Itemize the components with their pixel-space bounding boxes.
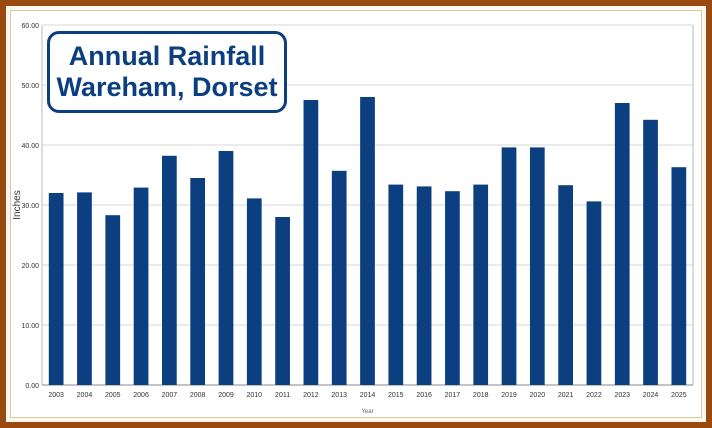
bar-2015 [388,184,404,385]
bar-2005 [105,215,121,385]
y-tick-label: 50.00 [21,83,39,90]
x-tick-label: 2014 [360,392,376,399]
x-tick-labels: 2003 2004 2005 2006 2007 2008 2009 2010 2011 2012… [48,392,686,399]
x-tick-label: 2021 [558,392,574,399]
bar-2003 [48,193,64,385]
x-tick-label: 2007 [162,392,178,399]
bar-2022 [586,201,602,385]
x-tick-label: 2016 [416,392,432,399]
bar-2021 [558,185,573,385]
bar-2020 [529,147,545,385]
x-tick-label: 2009 [218,392,234,399]
bars [48,97,687,386]
bar-2004 [77,192,92,385]
bar-2017 [445,191,460,385]
x-tick-label: 2018 [473,392,489,399]
y-tick-labels: 0.00 10.00 20.00 30.00 40.00 50.00 60.00 [21,23,39,390]
y-tick-label: 30.00 [21,203,39,210]
bar-2014 [360,97,375,385]
bar-2012 [303,100,319,385]
x-tick-label: 2024 [643,392,659,399]
y-tick-label: 60.00 [21,23,39,30]
chart-title-line-2: Wareham, Dorset [56,72,278,102]
x-tick-label: 2022 [586,392,602,399]
bar-2007 [162,155,177,385]
y-tick-label: 10.00 [21,323,39,330]
x-tick-label: 2006 [133,392,149,399]
x-tick-label: 2005 [105,392,121,399]
bar-2011 [275,217,290,385]
bar-2019 [501,147,517,385]
x-tick-label: 2019 [501,392,517,399]
bar-2016 [416,186,432,385]
bar-2009 [218,151,234,385]
bar-2023 [614,103,630,385]
x-tick-label: 2003 [48,392,64,399]
bar-2025 [671,167,687,385]
bar-2013 [331,170,347,385]
chart-title-line-1: Annual Rainfall [68,41,266,71]
chart-title-box: Annual Rainfall Wareham, Dorset [47,31,287,113]
x-tick-label: 2020 [530,392,546,399]
x-axis-label: Year [361,409,373,415]
bar-2008 [190,178,206,385]
x-tick-label: 2010 [246,392,262,399]
x-tick-label: 2017 [445,392,461,399]
y-tick-label: 20.00 [21,263,39,270]
bar-2010 [246,198,262,385]
bar-2018 [473,184,489,385]
bar-2006 [133,187,149,385]
x-tick-label: 2025 [671,392,687,399]
y-tick-label: 0.00 [25,383,39,390]
x-tick-label: 2012 [303,392,319,399]
x-tick-label: 2008 [190,392,206,399]
x-tick-label: 2004 [77,392,93,399]
x-tick-label: 2013 [331,392,347,399]
y-axis-label: Inches [12,190,23,219]
y-tick-label: 40.00 [21,143,39,150]
x-tick-label: 2011 [275,392,290,399]
x-tick-label: 2015 [388,392,404,399]
bar-2024 [643,119,658,386]
x-tick-label: 2023 [614,392,630,399]
